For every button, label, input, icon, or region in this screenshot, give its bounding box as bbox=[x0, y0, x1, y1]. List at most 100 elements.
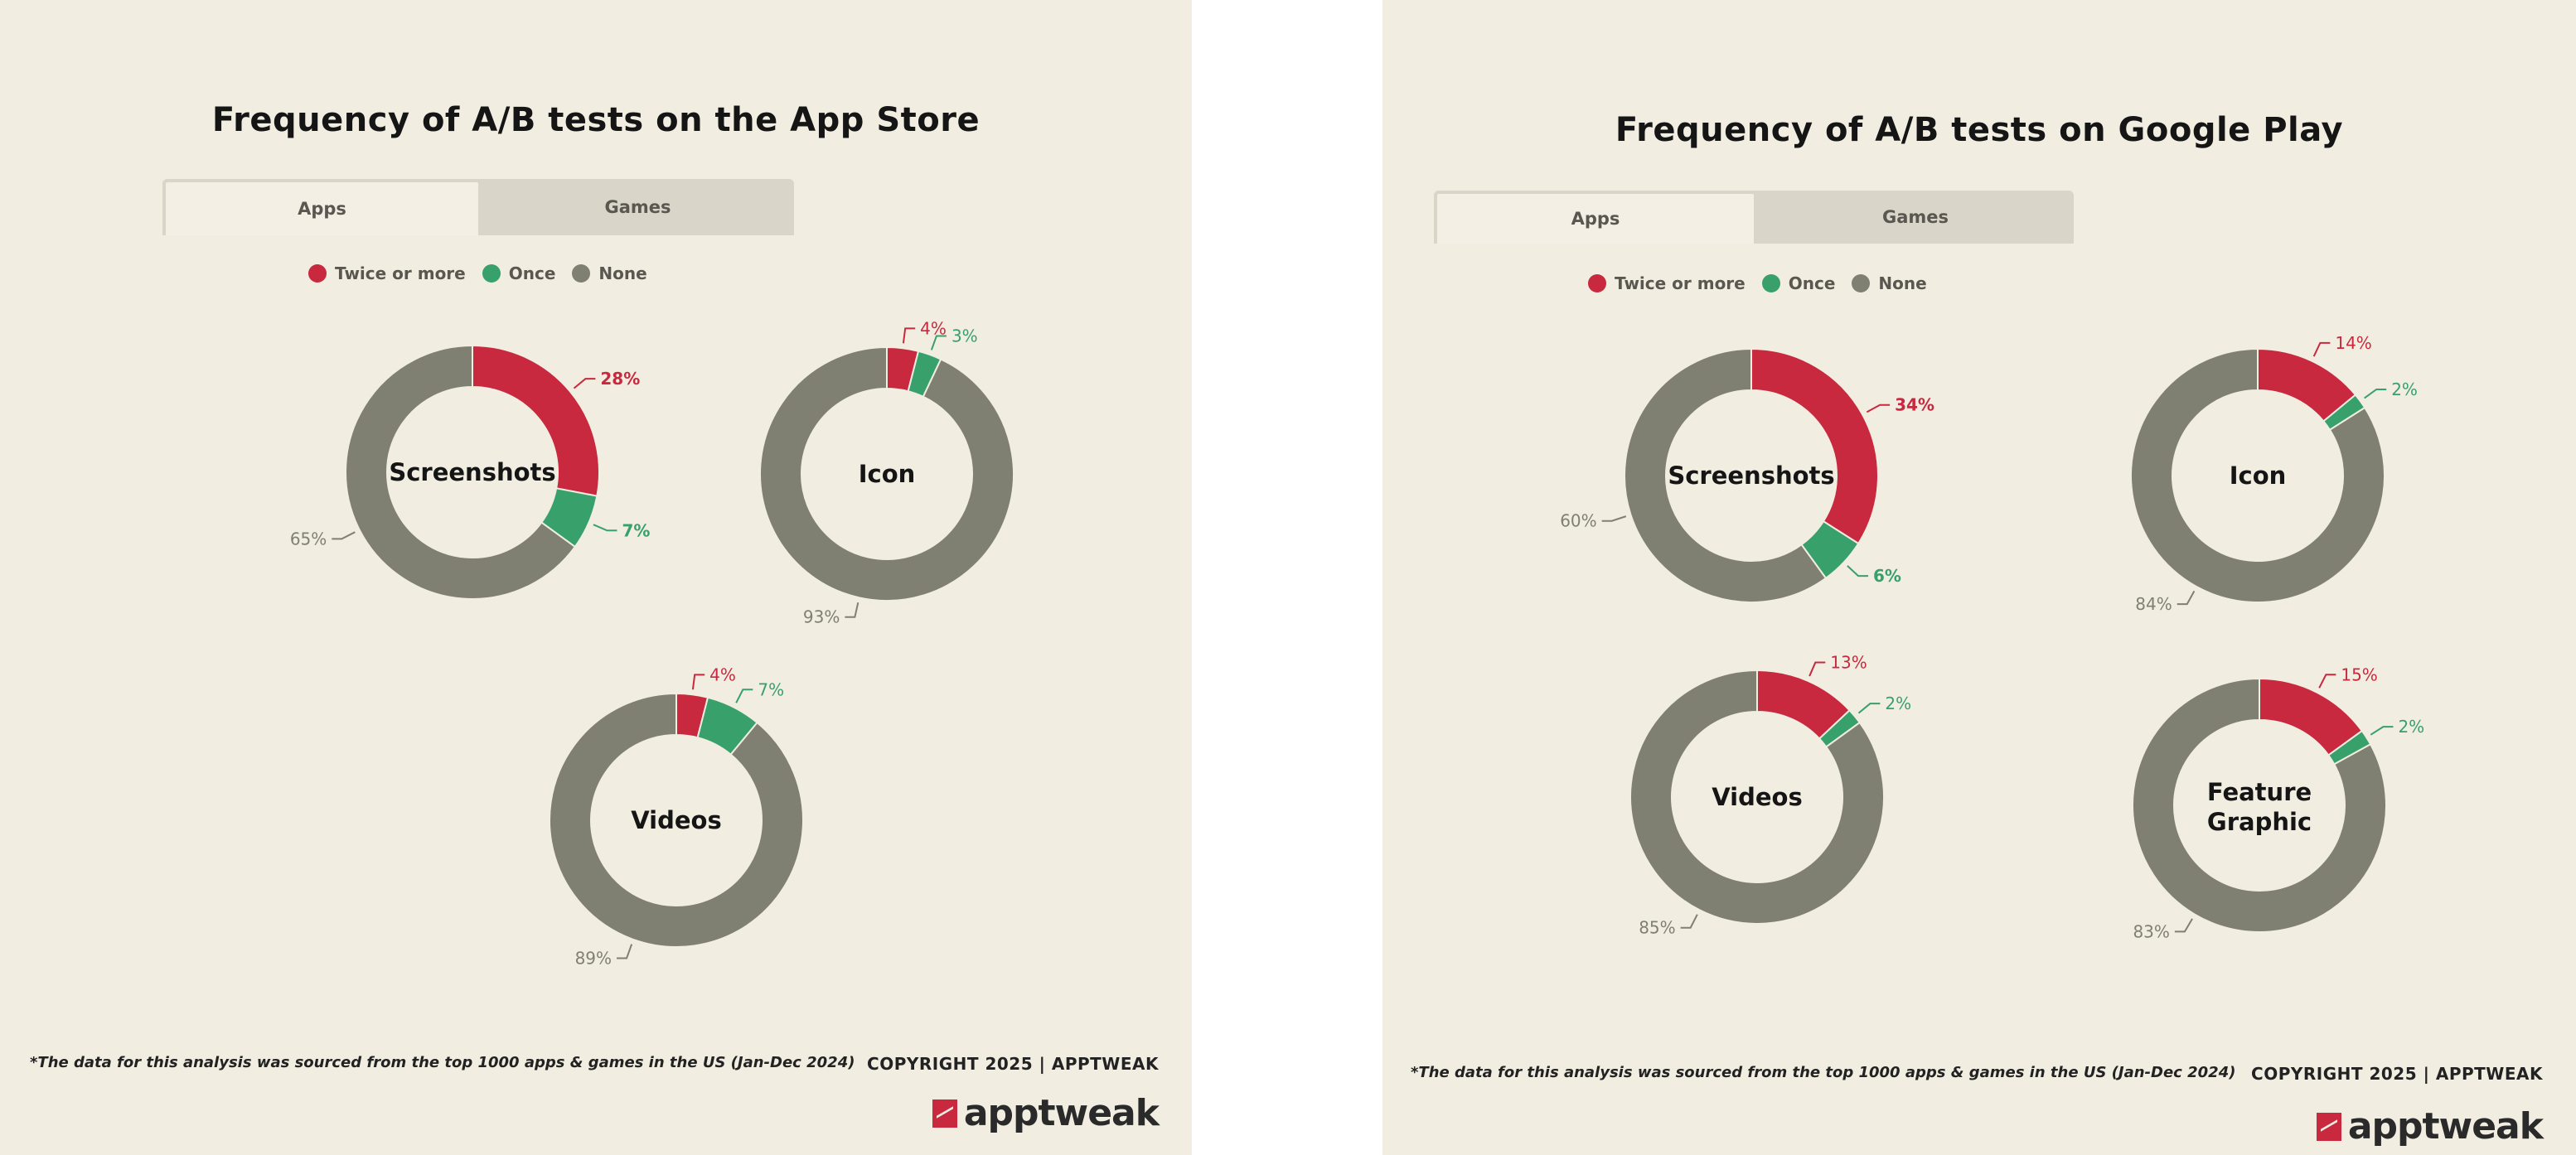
leader-line bbox=[2177, 590, 2196, 606]
data-label: 28% bbox=[600, 369, 640, 389]
leader-line bbox=[1601, 515, 1627, 522]
logo-mark-icon bbox=[2316, 1112, 2341, 1141]
leader-line bbox=[2174, 918, 2193, 933]
apptweak-logo: apptweak bbox=[2316, 1105, 2544, 1148]
logo-text: apptweak bbox=[963, 1092, 1160, 1134]
legend-item-twice: Twice or more bbox=[308, 263, 466, 283]
legend-swatch bbox=[1852, 274, 1871, 292]
leader-line bbox=[2318, 674, 2336, 689]
data-label: 2% bbox=[1885, 693, 1911, 713]
legend-item-none: None bbox=[572, 263, 647, 283]
leader-line bbox=[573, 378, 596, 389]
data-label: 84% bbox=[2135, 594, 2172, 614]
leader-line bbox=[1847, 565, 1869, 578]
donut-videos: 4% 7% 89% Videos bbox=[549, 664, 804, 969]
tab-bar: Apps Games bbox=[162, 179, 794, 235]
data-label: 13% bbox=[1830, 653, 1867, 673]
legend-label: Once bbox=[508, 263, 556, 283]
slice-none bbox=[2132, 677, 2387, 933]
tab-apps[interactable]: Apps bbox=[1434, 191, 1757, 244]
footnote: *The data for this analysis was sourced … bbox=[30, 1054, 855, 1071]
slice-none bbox=[759, 346, 1014, 602]
leader-line bbox=[2312, 341, 2331, 357]
copyright: COPYRIGHT 2025 | APPTWEAK bbox=[2251, 1064, 2543, 1084]
data-label: 60% bbox=[1560, 511, 1596, 531]
leader-line bbox=[332, 531, 356, 540]
donut-center-label: Icon bbox=[2230, 462, 2287, 490]
leader-line bbox=[845, 602, 859, 618]
slice-none bbox=[1629, 669, 1885, 925]
tab-bar: Apps Games bbox=[1434, 191, 2074, 244]
legend-item-once: Once bbox=[482, 263, 556, 283]
slice-none bbox=[1624, 347, 1828, 603]
footnote: *The data for this analysis was sourced … bbox=[1411, 1064, 2236, 1081]
leader-line bbox=[902, 327, 916, 344]
logo-mark-icon bbox=[932, 1099, 957, 1128]
slice-none bbox=[345, 344, 577, 600]
leader-line bbox=[930, 335, 947, 350]
slice-twice bbox=[472, 344, 600, 497]
donut-center-label: Feature Graphic bbox=[2207, 778, 2312, 836]
leader-line bbox=[1680, 914, 1698, 929]
leader-line bbox=[593, 524, 617, 532]
leader-line bbox=[1857, 703, 1881, 714]
tab-games[interactable]: Games bbox=[1881, 207, 1949, 227]
slice-twice bbox=[1750, 347, 1879, 545]
data-label: 7% bbox=[622, 520, 650, 540]
copyright: COPYRIGHT 2025 | APPTWEAK bbox=[867, 1054, 1159, 1074]
donut-feature-graphic: 15% 2% 83% Feature Graphic bbox=[2132, 664, 2424, 941]
donut-center-label: Videos bbox=[1712, 783, 1803, 811]
data-label: 83% bbox=[2133, 921, 2169, 941]
chart-title: Frequency of A/B tests on Google Play bbox=[1615, 111, 2344, 149]
data-label: 6% bbox=[1873, 566, 1901, 586]
data-label: 2% bbox=[2398, 717, 2424, 737]
donut-center-label: Screenshots bbox=[389, 458, 555, 486]
donut-icon: 4% 3% 93% Icon bbox=[759, 318, 1014, 627]
legend-swatch bbox=[1761, 274, 1780, 292]
donut-center-label: Icon bbox=[859, 460, 916, 488]
donut-icon: 14% 2% 84% Icon bbox=[2130, 333, 2418, 614]
data-label: 89% bbox=[575, 949, 612, 969]
google-play-panel: Frequency of A/B tests on Google Play Ap… bbox=[1382, 0, 2576, 1155]
logo-text: apptweak bbox=[2347, 1105, 2544, 1148]
data-label: 4% bbox=[920, 318, 947, 338]
donut-screenshots: 34% 6% 60% Screenshots bbox=[1560, 347, 1934, 603]
leader-line bbox=[691, 674, 705, 690]
leader-line bbox=[735, 689, 753, 703]
legend-swatch bbox=[1588, 274, 1606, 292]
donut-charts: 34% 6% 60% Screenshots 14% 2% 84% Icon 13% 2% 85% V… bbox=[1560, 333, 2424, 942]
tab-games[interactable]: Games bbox=[604, 197, 671, 217]
legend-label: None bbox=[1878, 273, 1927, 293]
legend-swatch bbox=[308, 264, 327, 283]
legend-item-none: None bbox=[1852, 273, 1927, 293]
data-label: 3% bbox=[951, 326, 978, 346]
data-label: 7% bbox=[758, 679, 784, 699]
slice-none bbox=[2130, 347, 2385, 603]
leader-line bbox=[1866, 404, 1891, 413]
data-label: 65% bbox=[290, 529, 327, 549]
leader-line bbox=[2370, 726, 2394, 736]
tab-apps[interactable]: Apps bbox=[162, 179, 482, 235]
legend: Twice or more Once None bbox=[308, 263, 654, 283]
leader-line bbox=[1809, 661, 1826, 677]
legend-swatch bbox=[482, 264, 501, 283]
app-store-panel: Frequency of A/B tests on the App Store … bbox=[0, 0, 1192, 1155]
data-label: 4% bbox=[709, 664, 736, 684]
legend-label: Twice or more bbox=[1615, 273, 1746, 293]
legend: Twice or more Once None bbox=[1588, 273, 1934, 293]
legend-label: None bbox=[598, 263, 647, 283]
legend-item-once: Once bbox=[1761, 273, 1836, 293]
data-label: 85% bbox=[1639, 918, 1675, 938]
data-label: 34% bbox=[1895, 395, 1934, 415]
legend-label: Twice or more bbox=[335, 263, 466, 283]
donut-screenshots: 28% 7% 65% Screenshots bbox=[290, 344, 650, 600]
donut-center-label: Screenshots bbox=[1668, 462, 1834, 490]
leader-line bbox=[2364, 388, 2387, 399]
donut-center-label: Videos bbox=[631, 806, 722, 834]
data-label: 93% bbox=[803, 607, 840, 627]
chart-title: Frequency of A/B tests on the App Store bbox=[211, 101, 981, 139]
donut-videos: 13% 2% 85% Videos bbox=[1629, 653, 1911, 938]
legend-label: Once bbox=[1788, 273, 1836, 293]
apptweak-logo: apptweak bbox=[932, 1092, 1160, 1134]
